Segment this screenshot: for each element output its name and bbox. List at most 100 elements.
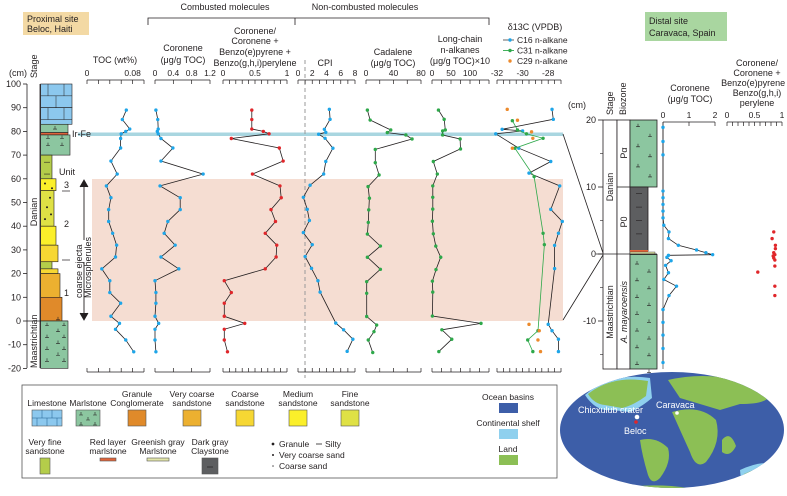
data-point bbox=[159, 255, 163, 259]
data-point bbox=[435, 172, 440, 176]
unit-2: 2 bbox=[64, 219, 69, 229]
data-point bbox=[510, 146, 515, 150]
caravaca-depth-tick-label: -10 bbox=[583, 316, 596, 326]
marl-symbol bbox=[636, 143, 640, 148]
legend-label: sandstone bbox=[25, 446, 64, 456]
data-point bbox=[322, 127, 327, 131]
data-point bbox=[368, 118, 372, 122]
data-point bbox=[178, 196, 182, 200]
marl-symbol bbox=[60, 135, 64, 139]
marl-symbol bbox=[636, 163, 640, 168]
data-point bbox=[450, 337, 454, 341]
panel-title-line: (μg/g TOC) bbox=[161, 55, 206, 65]
data-point bbox=[154, 301, 158, 305]
data-point bbox=[162, 231, 166, 236]
data-point bbox=[373, 160, 377, 165]
tick-label: 0 bbox=[430, 68, 435, 78]
data-point bbox=[431, 159, 436, 164]
distal-site-box bbox=[645, 12, 727, 41]
data-point bbox=[366, 220, 370, 225]
data-point bbox=[222, 314, 226, 318]
data-point bbox=[552, 266, 557, 271]
data-point bbox=[436, 108, 441, 112]
data-point bbox=[431, 290, 435, 294]
data-point bbox=[773, 264, 777, 268]
marl-symbol bbox=[93, 422, 97, 426]
data-point bbox=[154, 290, 158, 295]
data-point bbox=[316, 279, 320, 283]
legend-label: marlstone bbox=[89, 446, 127, 456]
data-point bbox=[666, 236, 671, 241]
data-point bbox=[222, 327, 226, 331]
legend-symbol-label: Very coarse sand bbox=[279, 450, 345, 460]
data-point bbox=[773, 243, 778, 247]
legend-grain-symbol bbox=[271, 442, 275, 446]
data-point bbox=[201, 172, 205, 176]
caravaca-stage-maastrichtian: Maastrichtian bbox=[605, 285, 615, 339]
beloc-marker bbox=[634, 420, 638, 424]
data-point bbox=[529, 130, 534, 134]
data-point bbox=[431, 207, 435, 211]
map-legend-swatch bbox=[499, 403, 518, 413]
data-point bbox=[531, 349, 535, 354]
marl-symbol bbox=[635, 361, 639, 365]
data-point bbox=[114, 243, 119, 247]
data-point bbox=[159, 136, 163, 141]
legend-label: Very fine bbox=[28, 437, 61, 447]
panel-title-line: Benzo(g,h,i) bbox=[733, 88, 782, 98]
tick-label: 0 bbox=[85, 68, 90, 78]
data-point bbox=[770, 236, 774, 241]
tick-label: 2 bbox=[713, 110, 718, 120]
distal-site-line2: Caravaca, Spain bbox=[649, 28, 716, 38]
panel-title-line: Benzo(g,h,i)perylene bbox=[213, 58, 296, 68]
marl-symbol bbox=[46, 135, 50, 139]
grain-dot bbox=[44, 182, 46, 185]
panel-title-line: Coronene + bbox=[231, 36, 278, 46]
bed-coarse-sandstone bbox=[40, 244, 59, 263]
data-point bbox=[263, 267, 267, 271]
marl-symbol bbox=[79, 412, 83, 416]
data-point bbox=[385, 130, 390, 135]
data-point bbox=[373, 147, 377, 152]
data-point bbox=[334, 321, 338, 325]
tick-label: -32 bbox=[491, 68, 504, 78]
data-point bbox=[273, 219, 278, 224]
beloc-depth-tick-label: 10 bbox=[11, 292, 21, 302]
unit-title: Unit bbox=[59, 167, 76, 177]
beloc-depth-tick-label: -20 bbox=[8, 363, 21, 373]
data-point bbox=[119, 132, 123, 136]
panel-title-line: Coronene/ bbox=[736, 58, 779, 68]
data-point bbox=[532, 174, 536, 179]
data-point bbox=[128, 127, 132, 131]
marl-symbol bbox=[62, 322, 66, 327]
marl-symbol bbox=[79, 422, 83, 426]
data-point bbox=[109, 196, 113, 200]
grain-dot bbox=[50, 213, 52, 216]
data-point bbox=[365, 255, 370, 259]
grain-dot bbox=[51, 187, 53, 190]
marl-symbol bbox=[635, 294, 639, 298]
data-point bbox=[153, 314, 157, 318]
data-point bbox=[773, 293, 777, 298]
tick-label: 0 bbox=[661, 110, 666, 120]
data-point bbox=[222, 338, 226, 342]
data-point bbox=[550, 329, 554, 333]
legend-label: sandstone bbox=[278, 398, 317, 408]
legend-swatch-greenish-gray-marlstone bbox=[146, 457, 170, 462]
bed-marlstone bbox=[40, 134, 71, 156]
data-point bbox=[676, 243, 681, 247]
marl-symbol bbox=[647, 352, 651, 357]
tick-label: 50 bbox=[446, 68, 456, 78]
data-point bbox=[560, 219, 564, 224]
marl-symbol bbox=[93, 412, 97, 416]
data-point bbox=[108, 290, 112, 295]
data-point bbox=[277, 146, 282, 150]
tick-label: 0.4 bbox=[167, 68, 179, 78]
biozone-p0: P0 bbox=[619, 216, 629, 227]
data-point bbox=[549, 159, 553, 164]
beloc-depth-tick-label: -10 bbox=[8, 340, 21, 350]
data-point bbox=[109, 159, 113, 163]
beloc-depth-tick-label: 30 bbox=[11, 245, 21, 255]
panel-title-line: CPI bbox=[317, 58, 332, 68]
beloc-depth-tick-label: 100 bbox=[6, 79, 21, 89]
